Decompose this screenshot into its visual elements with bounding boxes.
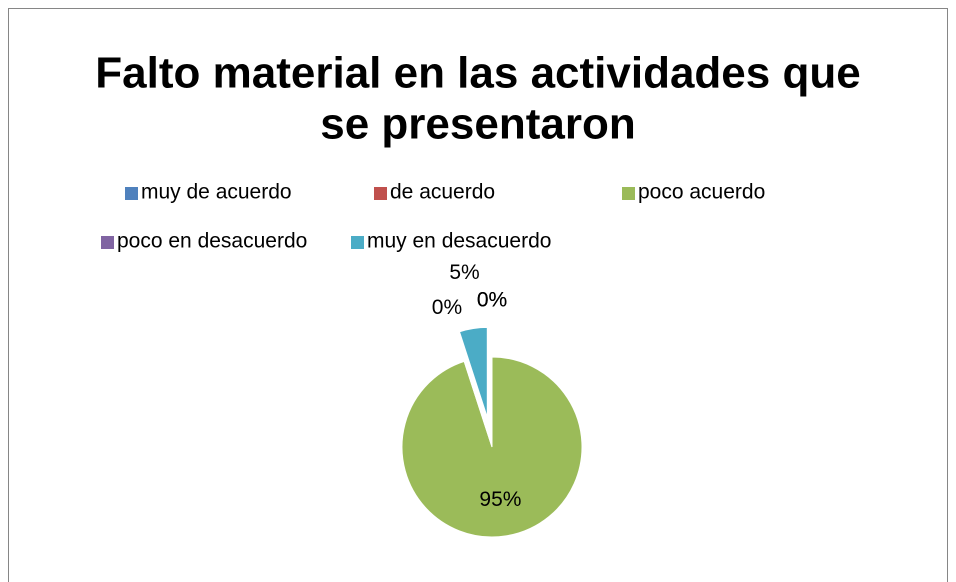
data-label: 0% xyxy=(477,289,507,312)
legend-swatch xyxy=(351,236,364,249)
legend-swatch xyxy=(125,187,138,200)
chart-title: Falto material en las actividades que xyxy=(95,49,860,98)
legend-label: muy de acuerdo xyxy=(141,181,292,204)
legend-label: poco en desacuerdo xyxy=(117,230,307,253)
chart-title: se presentaron xyxy=(320,100,635,149)
legend-swatch xyxy=(622,187,635,200)
data-label: 5% xyxy=(449,261,479,284)
legend-swatch xyxy=(374,187,387,200)
pie-slice xyxy=(458,326,488,418)
data-label: 0% xyxy=(432,296,462,319)
legend-label: poco acuerdo xyxy=(638,181,765,204)
data-label: 0% xyxy=(477,289,507,312)
legend-label: muy en desacuerdo xyxy=(367,230,551,253)
data-label: 95% xyxy=(479,488,521,511)
legend-swatch xyxy=(101,236,114,249)
legend-label: de acuerdo xyxy=(390,181,495,204)
